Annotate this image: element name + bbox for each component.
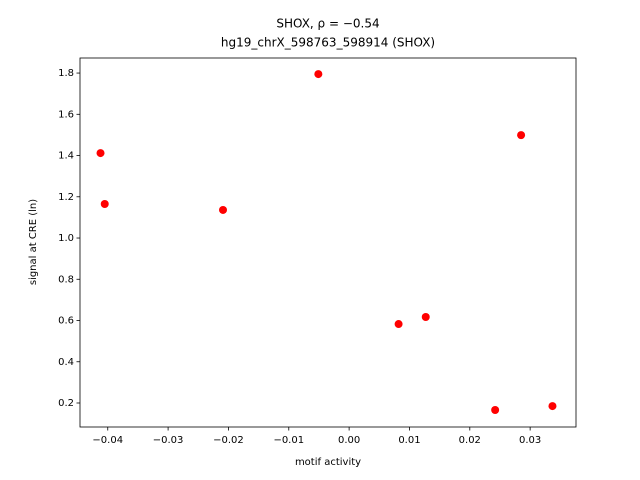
y-tick-label: 0.2: [58, 398, 74, 409]
chart-subtitle: hg19_chrX_598763_598914 (SHOX): [221, 36, 435, 50]
x-tick-label: 0.03: [519, 435, 541, 446]
y-tick-label: 0.4: [58, 357, 74, 368]
y-tick-label: 0.6: [58, 316, 74, 327]
point: [394, 320, 403, 329]
x-tick-label: −0.02: [213, 435, 244, 446]
plot-frame: [79, 57, 577, 428]
y-tick-label: 1.4: [58, 151, 74, 162]
chart-title: SHOX, ρ = −0.54: [276, 17, 379, 31]
y-tick-label: 0.8: [58, 274, 74, 285]
x-tick-label: −0.01: [273, 435, 304, 446]
y-tick-label: 1.6: [58, 109, 74, 120]
x-tick-label: 0.02: [459, 435, 481, 446]
point: [421, 313, 430, 322]
point: [517, 131, 526, 140]
x-tick-label: −0.03: [153, 435, 184, 446]
point: [548, 402, 557, 411]
point: [100, 199, 109, 208]
x-tick-label: 0.00: [338, 435, 360, 446]
point: [491, 406, 500, 415]
x-axis-label: motif activity: [295, 457, 361, 468]
y-tick-label: 1.8: [58, 68, 74, 79]
point: [314, 70, 323, 79]
x-tick-label: 0.01: [398, 435, 420, 446]
y-tick-label: 1.0: [58, 233, 74, 244]
y-tick-label: 1.2: [58, 192, 74, 203]
point: [96, 149, 105, 158]
x-tick-label: −0.04: [92, 435, 123, 446]
y-axis-label: signal at CRE (ln): [28, 199, 39, 285]
point: [219, 205, 228, 214]
